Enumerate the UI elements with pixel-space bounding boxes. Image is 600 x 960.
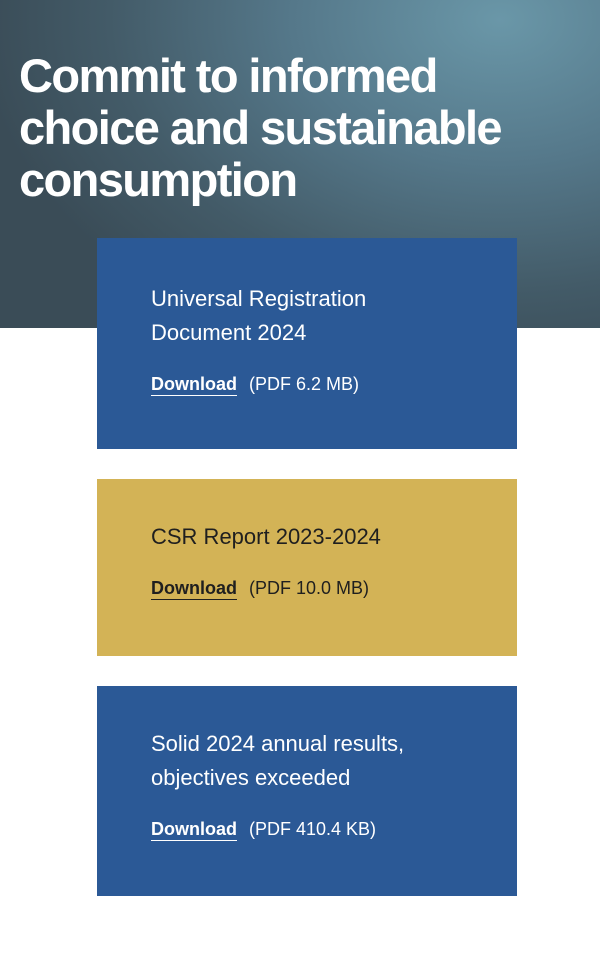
download-row: Download (PDF 410.4 KB) — [151, 817, 477, 841]
download-link[interactable]: Download — [151, 819, 237, 841]
document-title-line: CSR Report 2023-2024 — [151, 524, 381, 549]
document-card-csr-report: CSR Report 2023-2024 Download (PDF 10.0 M… — [97, 479, 517, 656]
document-title: Solid 2024 annual results, objectives ex… — [151, 727, 477, 795]
document-title-line: Solid 2024 annual results, — [151, 731, 405, 756]
download-row: Download (PDF 10.0 MB) — [151, 576, 477, 600]
document-card-universal-registration: Universal Registration Document 2024 Dow… — [97, 238, 517, 449]
download-row: Download (PDF 6.2 MB) — [151, 372, 477, 396]
download-link[interactable]: Download — [151, 374, 237, 396]
hero-title-line: consumption — [19, 153, 298, 206]
document-card-annual-results: Solid 2024 annual results, objectives ex… — [97, 686, 517, 896]
document-title-line: Universal Registration — [151, 286, 367, 311]
download-link[interactable]: Download — [151, 578, 237, 600]
file-info: (PDF 10.0 MB) — [249, 578, 370, 598]
document-title: CSR Report 2023-2024 — [151, 520, 477, 554]
document-title-line: Document 2024 — [151, 320, 307, 345]
document-title: Universal Registration Document 2024 — [151, 282, 477, 350]
hero-title-line: choice and sustainable — [19, 101, 503, 154]
hero-title-line: Commit to informed — [19, 49, 438, 102]
file-info: (PDF 410.4 KB) — [249, 819, 377, 839]
file-info: (PDF 6.2 MB) — [249, 374, 360, 394]
document-title-line: objectives exceeded — [151, 765, 351, 790]
hero-title: Commit to informed choice and sustainabl… — [19, 50, 579, 206]
